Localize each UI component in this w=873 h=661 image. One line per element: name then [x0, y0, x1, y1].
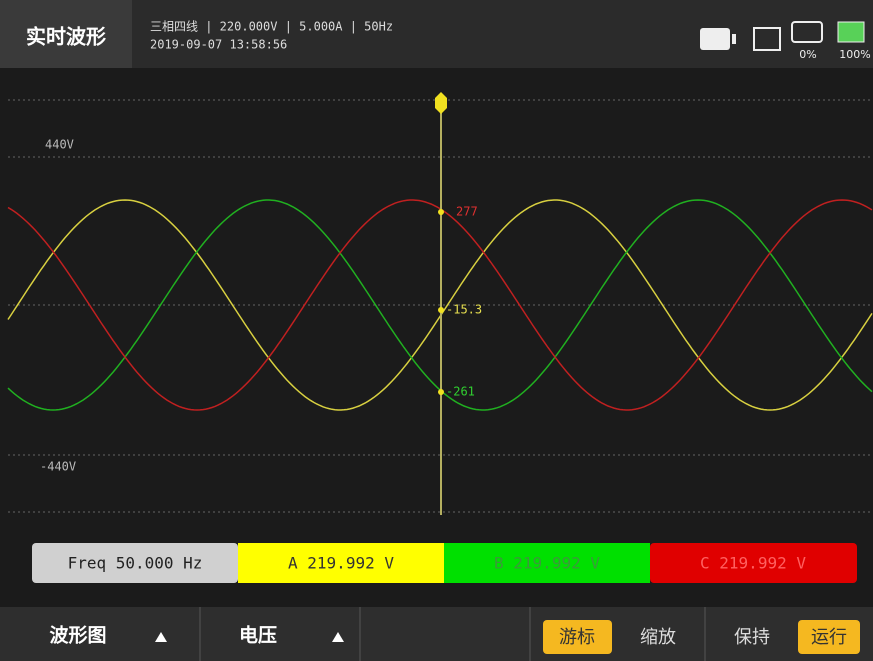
readout-cell	[238, 543, 444, 583]
cursor-point	[438, 307, 444, 313]
button[interactable]: 缩放	[640, 627, 676, 648]
battery-icon	[837, 21, 865, 43]
axis-label: -440V	[40, 460, 76, 474]
arrow	[332, 632, 344, 642]
datetime: 2019-09-07 13:58:56	[150, 38, 287, 52]
icon	[732, 34, 736, 44]
axis-label: 440V	[45, 138, 74, 152]
sd-icon	[791, 21, 823, 43]
cursor-reading: -15.3	[446, 303, 482, 317]
info: 三相四线 | 220.000V | 5.000A | 50Hz	[150, 20, 393, 34]
button[interactable]: 保持	[734, 627, 770, 648]
bottom-bar	[0, 607, 873, 661]
button-bg	[798, 620, 860, 654]
icon	[700, 28, 730, 50]
title-box	[0, 0, 132, 68]
menu[interactable]: 波形图	[49, 624, 106, 647]
readout: B 219.992 V	[494, 554, 600, 573]
cursor-reading: 277	[456, 205, 478, 219]
battery-level: 100%	[839, 48, 870, 61]
readout: A 219.992 V	[288, 554, 394, 573]
title: 实时波形	[26, 25, 106, 49]
readout: Freq 50.000 Hz	[68, 554, 203, 573]
cursor-point	[438, 389, 444, 395]
readout: C 219.992 V	[700, 554, 806, 573]
arrow	[155, 632, 167, 642]
icon	[753, 27, 781, 51]
readout-cell	[444, 543, 650, 583]
button-bg	[543, 620, 612, 654]
readout-cell	[650, 543, 857, 583]
cursor-point	[438, 209, 444, 215]
button[interactable]: 游标	[559, 627, 595, 648]
readout-cell	[32, 543, 238, 583]
menu[interactable]: 电压	[239, 624, 277, 647]
cursor-reading: -261	[446, 385, 475, 399]
cursor-handle[interactable]	[435, 92, 447, 114]
button[interactable]: 运行	[811, 627, 847, 648]
sd-level: 0%	[799, 48, 816, 61]
